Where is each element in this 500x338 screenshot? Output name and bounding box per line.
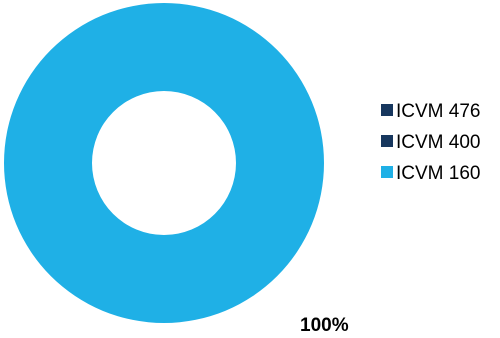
chart-legend: ICVM 476 ICVM 400 ICVM 160 xyxy=(381,101,480,184)
legend-label-icvm-400: ICVM 400 xyxy=(396,132,480,153)
legend-swatch-icvm-160 xyxy=(381,166,393,178)
data-labels: 100% xyxy=(300,315,349,336)
legend-swatch-icvm-476 xyxy=(381,104,393,116)
legend-label-icvm-160: ICVM 160 xyxy=(396,163,480,184)
legend-label-icvm-476: ICVM 476 xyxy=(396,101,480,122)
donut-slices xyxy=(4,3,324,323)
donut-slice-icvm-160 xyxy=(4,3,324,323)
legend-swatch-icvm-400 xyxy=(381,135,393,147)
data-label-icvm-160: 100% xyxy=(300,315,349,336)
